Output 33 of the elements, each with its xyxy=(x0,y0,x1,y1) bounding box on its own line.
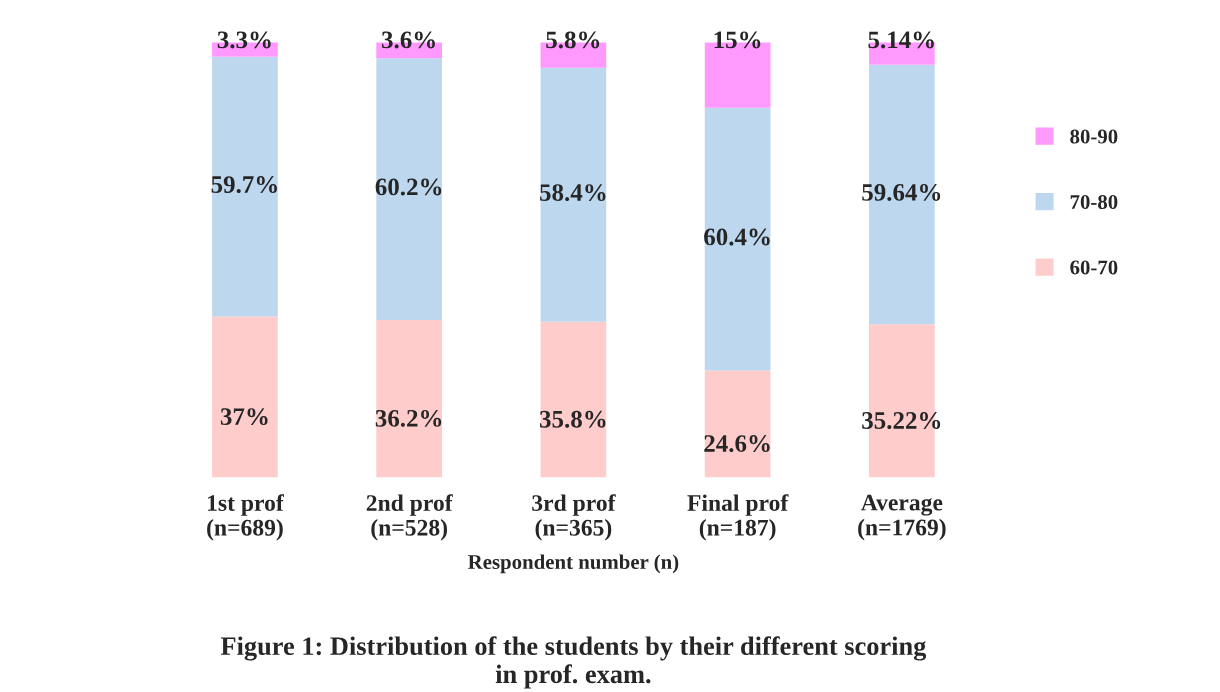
x-tick-label: Final prof (n=187) xyxy=(687,494,789,541)
x-tick-label: 2nd prof (n=528) xyxy=(366,494,453,541)
bar xyxy=(704,370,771,478)
bar xyxy=(212,316,278,478)
data-label: 3.3% xyxy=(217,31,271,49)
data-label: 24.6% xyxy=(704,435,770,453)
legend-label: 70-80 xyxy=(1070,194,1118,210)
bar xyxy=(376,58,443,321)
data-label: 3.6% xyxy=(381,31,435,49)
data-label: 36.2% xyxy=(375,409,442,427)
caption: Figure 1: Distribution of the students by their different scoring in prof. exam. xyxy=(220,636,927,689)
data-label: 60.2% xyxy=(375,178,442,196)
data-label: 5.8% xyxy=(546,31,600,49)
data-label: 35.22% xyxy=(862,412,941,429)
data-label: 15% xyxy=(714,31,761,49)
bar xyxy=(376,320,443,478)
x-tick-label: 1st prof (n=689) xyxy=(207,494,284,541)
bar xyxy=(212,56,278,317)
data-label: 35.8% xyxy=(539,410,606,428)
data-label: 5.14% xyxy=(868,31,934,49)
bar xyxy=(540,321,607,478)
data-label: 59.7% xyxy=(211,176,277,194)
x-tick-label: Average (n=1769) xyxy=(858,494,946,541)
legend-label: 60-70 xyxy=(1070,260,1118,275)
x-tick-label: 3rd prof (n=365) xyxy=(532,494,616,541)
bar xyxy=(704,107,771,371)
data-label: 60.4% xyxy=(704,228,770,246)
bar xyxy=(540,67,607,322)
data-label: 58.4% xyxy=(540,184,606,202)
data-label: 59.64% xyxy=(862,183,941,201)
data-label: 37% xyxy=(220,408,268,426)
legend-label: 80-90 xyxy=(1070,129,1118,144)
x-axis-title: Respondent number (n) xyxy=(468,554,679,574)
